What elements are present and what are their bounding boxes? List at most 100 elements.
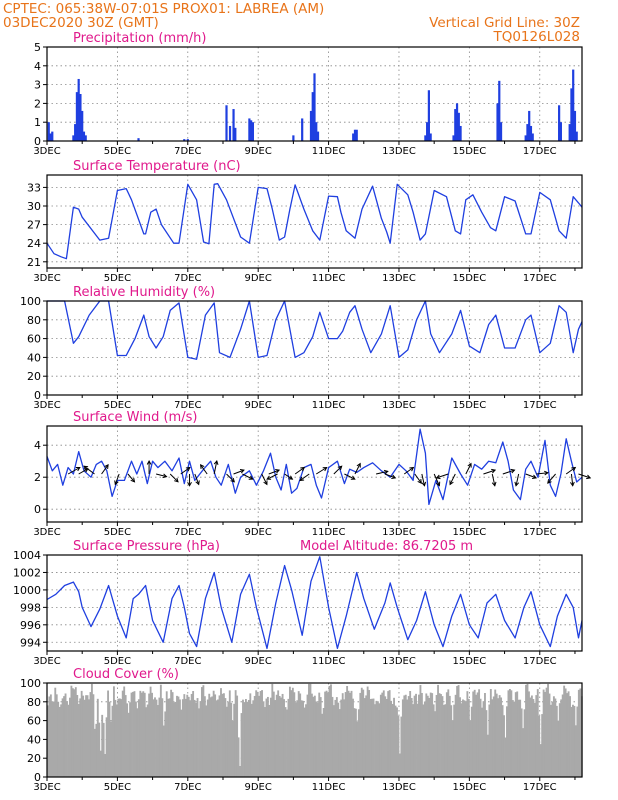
precip-bar — [309, 110, 313, 141]
cloud-bar — [434, 711, 437, 777]
wind-ytick-label: 2 — [34, 471, 41, 484]
cloud-bar — [126, 703, 129, 777]
wind-arrow — [226, 473, 236, 483]
cloud-bar — [378, 703, 381, 777]
cloud-bar — [247, 700, 250, 777]
cloud-bar — [385, 698, 388, 777]
cloud-bar — [437, 684, 439, 777]
cloud-bar — [95, 723, 98, 777]
precip-ytick-label: 4 — [34, 60, 41, 73]
precip-bar — [292, 135, 295, 141]
cloud-bar — [369, 698, 372, 777]
cloud-bar — [200, 687, 203, 777]
wind-arrow-shaft — [194, 473, 200, 485]
wind-arrow-shaft — [266, 473, 278, 480]
cloud-bar — [425, 693, 428, 777]
wind-arrow-shaft — [421, 473, 425, 486]
cloud-bar — [387, 691, 390, 777]
cloud-bar — [334, 699, 337, 777]
cloud-bar — [459, 697, 461, 777]
cloud-bar — [510, 690, 513, 777]
header-location: CPTEC: 065:38W-07:01S PROX01: LABREA (AM… — [3, 1, 324, 17]
cloud-bar — [460, 703, 463, 777]
rh-plot-area — [47, 301, 582, 395]
cloud-bar — [112, 686, 115, 777]
cloud-bar — [308, 683, 310, 777]
cloud-bar — [498, 695, 501, 777]
pressure-xtick-label: 13DEC — [382, 656, 416, 667]
precip-bar — [572, 69, 575, 141]
cloud-bar — [215, 700, 218, 777]
header-date: 03DEC2020 30Z (GMT) — [3, 15, 159, 31]
cloud-bar — [346, 685, 349, 777]
wind-arrow — [146, 459, 152, 474]
cloud-bar — [536, 689, 539, 777]
cloud-bar — [164, 711, 167, 777]
cloud-bar — [217, 699, 219, 777]
wind-arrow-shaft — [78, 468, 89, 475]
cloud-bar — [161, 698, 164, 777]
cloud-bar — [371, 698, 373, 777]
temp-xtick-label: 3DEC — [33, 273, 60, 284]
cloud-bar — [563, 685, 566, 777]
cloud-bar — [88, 699, 90, 777]
cloud-bar — [558, 703, 561, 777]
cloud-bar — [362, 689, 365, 777]
cloud-bar — [92, 694, 95, 777]
wind-arrow — [242, 473, 254, 480]
cloud-bar — [467, 698, 470, 777]
wind-arrow — [384, 473, 397, 479]
cloud-bar — [174, 701, 177, 777]
wind-arrow-shaft — [315, 467, 327, 475]
wind-arrow-head — [266, 475, 272, 480]
cloud-bar — [218, 695, 221, 777]
cloud-bar — [222, 693, 225, 777]
wind-arrow — [502, 468, 516, 475]
cloud-bar — [396, 707, 398, 777]
cloud-bar — [354, 708, 357, 777]
cloud-bar — [51, 701, 54, 777]
cloud-bar — [224, 698, 227, 777]
cloud-bar — [83, 699, 86, 777]
cloud-bar — [519, 699, 522, 777]
cloud-bar — [445, 692, 448, 777]
wind-arrow-shaft — [83, 465, 95, 475]
cloud-bar — [139, 690, 142, 777]
cloud-bar — [231, 720, 234, 777]
pressure-xtick-label: 3DEC — [33, 656, 60, 667]
rh-xtick-label: 5DEC — [104, 400, 131, 411]
cloud-bar — [111, 705, 114, 777]
precip-bar — [301, 118, 304, 141]
cloud-bar — [152, 699, 155, 777]
temp-gridlines — [47, 175, 582, 268]
pressure-xtick-label: 11DEC — [312, 656, 346, 667]
cloud-bar — [287, 698, 290, 777]
cloud-bar — [265, 698, 268, 777]
cloud-bar — [176, 695, 178, 777]
cloud-bar — [117, 698, 120, 777]
wind-arrow-head — [491, 481, 497, 487]
cloud-bar — [280, 697, 283, 777]
precip-bar — [316, 131, 320, 141]
cloud-bar — [114, 699, 117, 777]
wind-arrow-head — [187, 481, 192, 487]
cloud-ytick-label: 80 — [27, 696, 41, 709]
precip-xtick-label: 5DEC — [104, 146, 131, 157]
precip-bar — [531, 133, 534, 141]
cloud-bar — [132, 691, 134, 777]
wind-arrow — [261, 473, 268, 486]
cloud-bar — [547, 683, 549, 777]
precip-bar — [74, 124, 77, 141]
wind-arrow — [344, 473, 356, 480]
wind-arrow — [565, 466, 577, 475]
wind-x-ticks: 3DEC 5DEC 7DEC 9DEC 11DEC 13DEC 15DEC 17DEC — [33, 522, 576, 538]
wind-arrow-shaft — [491, 473, 496, 486]
cloud-bar — [422, 704, 425, 777]
cloud-bar — [242, 699, 244, 777]
cloud-bar — [331, 696, 334, 777]
pressure-gridlines — [47, 555, 582, 651]
cloud-bar — [404, 694, 407, 777]
wind-arrow-head — [467, 462, 472, 468]
wind-arrow-head — [571, 466, 577, 472]
cloud-bar — [183, 694, 186, 777]
